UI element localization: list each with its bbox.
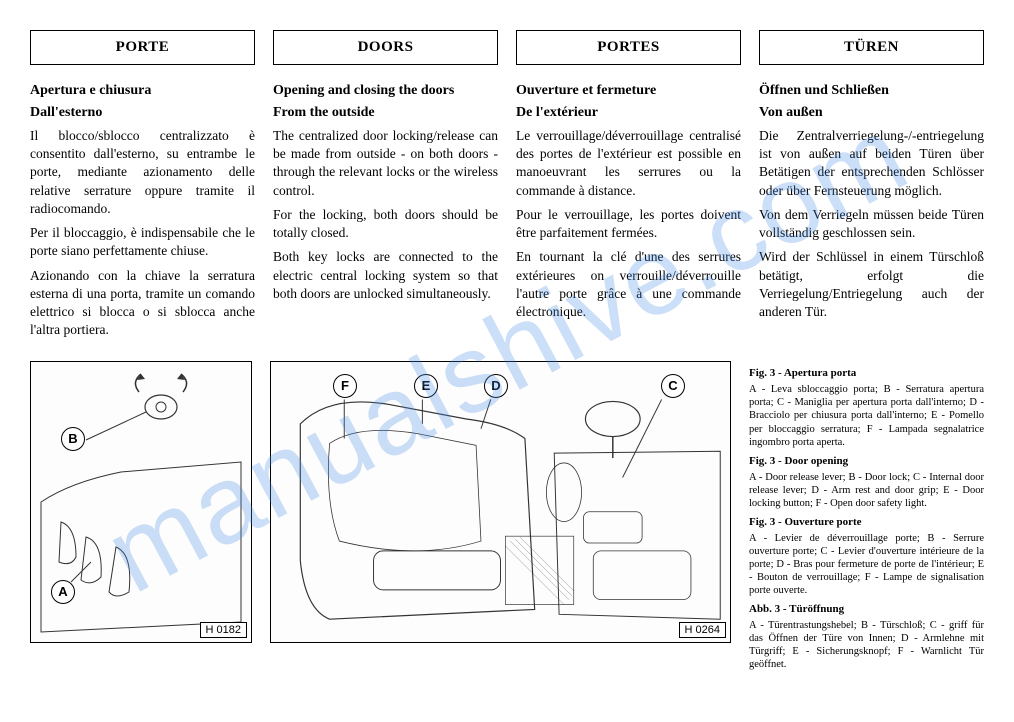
figure-right: F E D C H 0264 <box>270 361 731 643</box>
para-fr-2: Pour le verrouillage, les portes doivent… <box>516 206 741 242</box>
figures-row: B A H 0182 F E D C H 0264 <box>30 361 984 677</box>
para-it-3: Azionando con la chiave la serratura est… <box>30 267 255 340</box>
subhead-offnen: Öffnen und Schließen <box>759 83 984 99</box>
cap-title-de: Abb. 3 - Türöffnung <box>749 603 984 617</box>
para-fr-3: En tournant la clé d'une des serrures ex… <box>516 248 741 321</box>
para-de-3: Wird der Schlüssel in einem Türschloß be… <box>759 248 984 321</box>
text-columns: PORTE Apertura e chiusura Dall'esterno I… <box>30 30 984 345</box>
col-german: TÜREN Öffnen und Schließen Von außen Die… <box>759 30 984 345</box>
subhead-outside: From the outside <box>273 105 498 121</box>
para-en-2: For the locking, both doors should be to… <box>273 206 498 242</box>
figure-captions: Fig. 3 - Apertura porta A - Leva sblocca… <box>749 361 984 677</box>
col-italian: PORTE Apertura e chiusura Dall'esterno I… <box>30 30 255 345</box>
subhead-exterieur: De l'extérieur <box>516 105 741 121</box>
cap-text-de: A - Türentrastungshebel; B - Türschloß; … <box>749 619 984 672</box>
col-english: DOORS Opening and closing the doors From… <box>273 30 498 345</box>
para-de-1: Die Zentralverriegelung-/-entriegelung i… <box>759 127 984 200</box>
col-french: PORTES Ouverture et fermeture De l'extér… <box>516 30 741 345</box>
cap-title-fr: Fig. 3 - Ouverture porte <box>749 516 984 530</box>
header-porte: PORTE <box>30 30 255 65</box>
cap-text-it: A - Leva sbloccaggio porta; B - Serratur… <box>749 383 984 449</box>
subhead-dallesterno: Dall'esterno <box>30 105 255 121</box>
fig-code-left: H 0182 <box>200 622 247 638</box>
para-en-1: The centralized door locking/release can… <box>273 127 498 200</box>
para-it-2: Per il bloccaggio, è indispensabile che … <box>30 224 255 260</box>
subhead-opening: Opening and closing the doors <box>273 83 498 99</box>
para-fr-1: Le verrouillage/déverrouillage centralis… <box>516 127 741 200</box>
para-it-1: Il blocco/sblocco centralizzato è consen… <box>30 127 255 218</box>
subhead-apertura: Apertura e chiusura <box>30 83 255 99</box>
para-de-2: Von dem Verriegeln müssen beide Türen vo… <box>759 206 984 242</box>
header-turen: TÜREN <box>759 30 984 65</box>
figure-left: B A H 0182 <box>30 361 252 643</box>
cap-text-fr: A - Levier de déverrouillage porte; B - … <box>749 532 984 598</box>
subhead-aussen: Von außen <box>759 105 984 121</box>
header-portes: PORTES <box>516 30 741 65</box>
cap-title-en: Fig. 3 - Door opening <box>749 455 984 469</box>
header-doors: DOORS <box>273 30 498 65</box>
subhead-ouverture: Ouverture et fermeture <box>516 83 741 99</box>
para-en-3: Both key locks are connected to the elec… <box>273 248 498 303</box>
cap-title-it: Fig. 3 - Apertura porta <box>749 367 984 381</box>
fig-code-right: H 0264 <box>679 622 726 638</box>
door-interior-sketch <box>271 362 730 642</box>
cap-text-en: A - Door release lever; B - Door lock; C… <box>749 471 984 510</box>
